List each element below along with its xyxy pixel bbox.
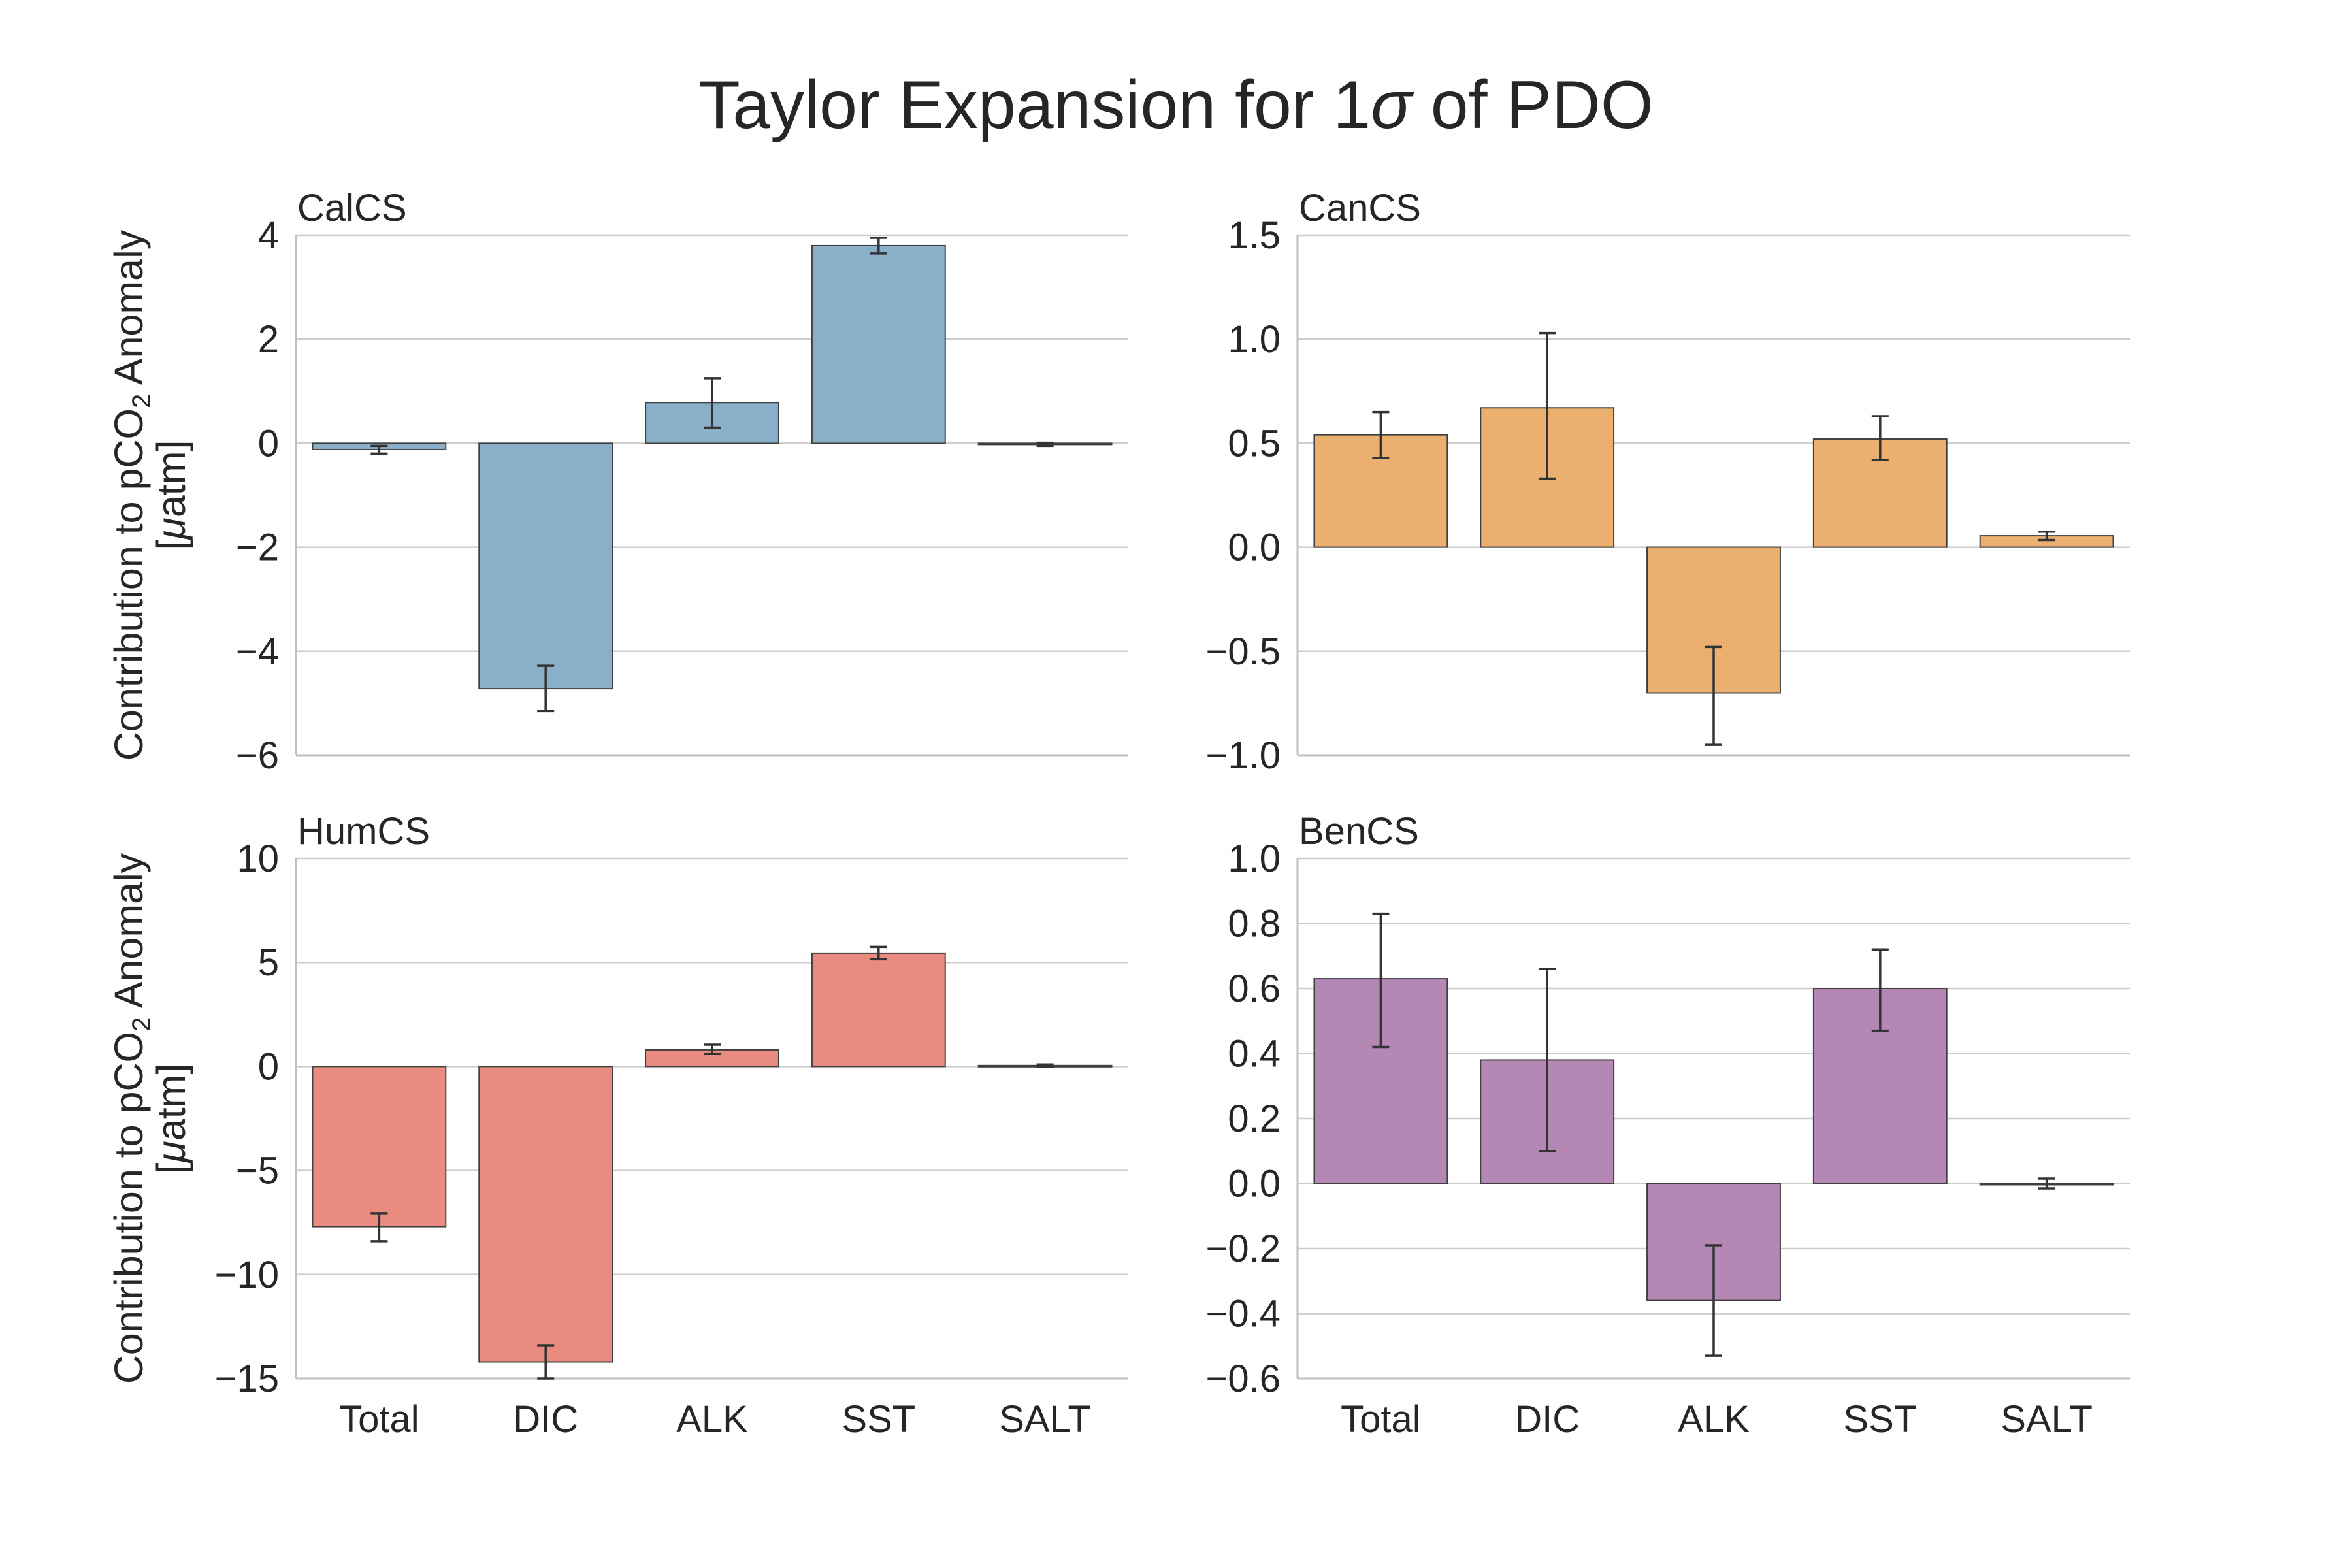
error-bar-total [370, 444, 388, 455]
error-bar-salt [1036, 441, 1054, 448]
y-tick-label: 0.2 [1228, 1098, 1281, 1140]
y-tick-label: 0.8 [1228, 903, 1281, 945]
x-tick-label: ALK [676, 1398, 748, 1441]
subplot-humcs: 10 5 0 −5 −10 −15 Total DIC ALK SST SALT HumCS Contr… [106, 810, 1128, 1441]
error-bar-salt [2038, 530, 2055, 542]
x-tick-label: Total [1341, 1398, 1421, 1441]
error-bar-total [1372, 410, 1390, 459]
x-tick-label: SST [841, 1398, 915, 1441]
x-tick-label: ALK [1678, 1398, 1750, 1441]
error-bar-dic [1539, 968, 1556, 1152]
figure-title-prefix: Taylor Expansion for 1 [698, 67, 1371, 143]
y-tick-label: −10 [215, 1254, 279, 1296]
y-axis-label-line1: Contribution to pCO2 Anomaly [106, 229, 156, 760]
y-tick-label: 0 [258, 422, 279, 465]
error-bar-salt [2038, 1177, 2055, 1190]
subplot-calcs: 4 2 0 −2 −4 −6 CalCS Contribution to pCO2 Anoma… [106, 187, 1128, 777]
error-bar-dic [537, 664, 555, 713]
y-tick-label: −0.4 [1206, 1293, 1281, 1335]
subplot-title: BenCS [1299, 810, 1419, 853]
subplot-title: HumCS [297, 810, 430, 853]
x-tick-label: SALT [2001, 1398, 2093, 1441]
error-bar-alk [1705, 645, 1722, 746]
subplot-cancs: 1.5 1.0 0.5 0.0 −0.5 −1.0 CanCS [1206, 187, 2130, 777]
y-tick-label: 2 [258, 318, 279, 361]
y-tick-label: −15 [215, 1358, 279, 1400]
x-tick-label: Total [339, 1398, 419, 1441]
y-tick-label: −0.2 [1206, 1228, 1281, 1270]
error-bar-sst [870, 237, 887, 255]
subplot-bencs: 1.0 0.8 0.6 0.4 0.2 0.0 −0.2 −0.4 −0.6 Total DIC AL… [1206, 810, 2130, 1441]
y-tick-label: 1.0 [1228, 838, 1281, 880]
x-tick-label: DIC [513, 1398, 578, 1441]
figure-title: Taylor Expansion for 1σ of PDO [698, 67, 1654, 143]
y-tick-label: 0.6 [1228, 968, 1281, 1010]
x-tick-label: SALT [999, 1398, 1091, 1441]
bar-dic [478, 442, 613, 690]
error-bar-alk [704, 1043, 721, 1056]
error-bar-dic [1539, 331, 1556, 480]
y-tick-label: 1.0 [1228, 318, 1281, 361]
y-tick-label: −0.5 [1206, 630, 1281, 673]
figure-title-sigma: σ [1371, 67, 1414, 143]
y-tick-label: 10 [237, 838, 279, 880]
error-bar-total [370, 1212, 388, 1243]
y-tick-label: −1.0 [1206, 734, 1281, 777]
error-bar-sst [1871, 415, 1889, 461]
bar-dic [478, 1066, 613, 1363]
y-tick-label: 4 [258, 214, 279, 257]
y-tick-label: −5 [236, 1150, 279, 1192]
bar-sst [811, 244, 946, 444]
y-tick-label: 0.0 [1228, 1163, 1281, 1205]
error-bar-sst [870, 945, 887, 961]
y-axis-label-line2: [μatm] [149, 1063, 193, 1173]
figure-title-suffix: of PDO [1412, 67, 1654, 143]
y-tick-label: 0 [258, 1045, 279, 1088]
subplot-title: CalCS [297, 187, 407, 229]
y-axis-label-line2: [μatm] [149, 440, 193, 550]
subplot-title: CanCS [1299, 187, 1421, 229]
y-tick-label: −0.6 [1206, 1358, 1281, 1400]
y-tick-label: 5 [258, 941, 279, 984]
error-bar-dic [537, 1344, 555, 1380]
error-bar-sst [1871, 948, 1889, 1032]
error-bar-salt [1036, 1063, 1054, 1068]
y-tick-label: 0.0 [1228, 527, 1281, 569]
subplot-grid: 4 2 0 −2 −4 −6 CalCS Contribution to pCO2 Anoma… [106, 187, 2130, 1441]
y-axis-label-line1: Contribution to pCO2 Anomaly [106, 853, 156, 1384]
y-tick-label: −6 [236, 734, 279, 777]
y-tick-label: −4 [236, 630, 279, 673]
bar-total [312, 1066, 447, 1228]
y-tick-label: −2 [236, 527, 279, 569]
error-bar-alk [1705, 1244, 1722, 1357]
x-tick-label: SST [1843, 1398, 1917, 1441]
error-bar-alk [704, 377, 721, 429]
y-tick-label: 0.5 [1228, 422, 1281, 465]
x-tick-label: DIC [1514, 1398, 1580, 1441]
y-tick-label: 0.4 [1228, 1033, 1281, 1075]
bar-sst [811, 952, 946, 1068]
error-bar-total [1372, 912, 1390, 1049]
y-tick-label: 1.5 [1228, 214, 1281, 257]
